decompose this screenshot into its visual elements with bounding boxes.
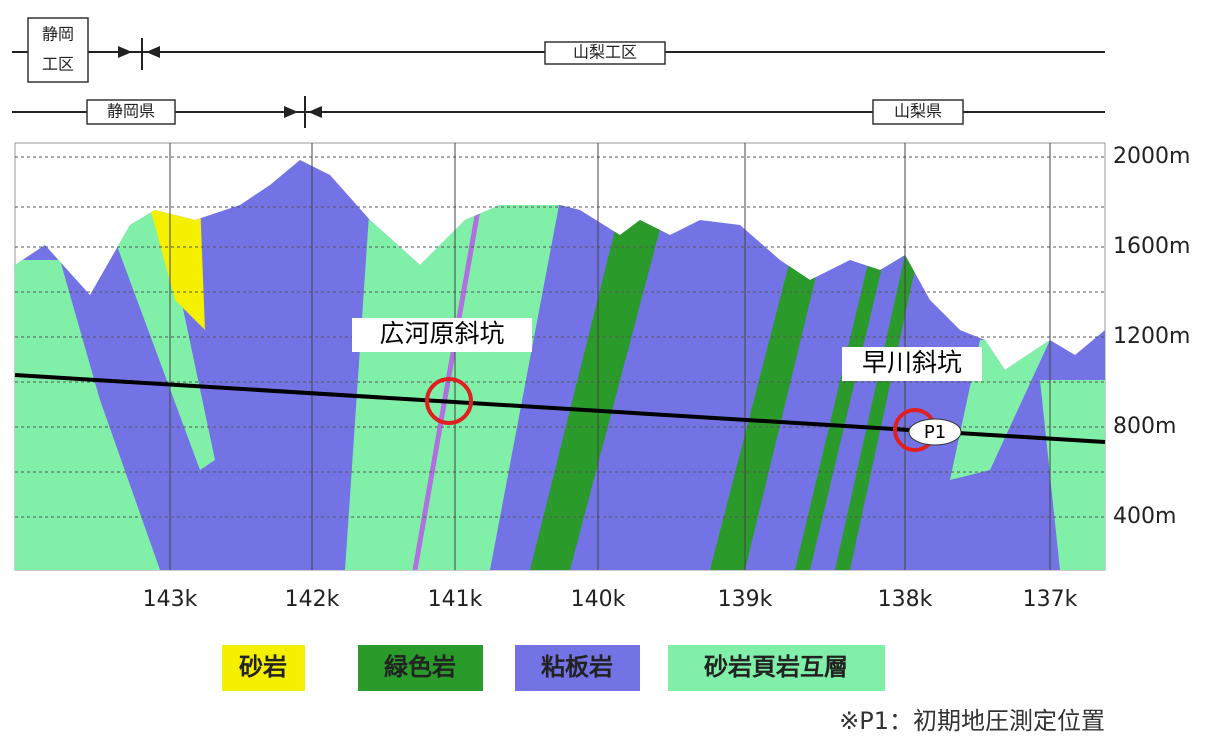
legend-item: 緑色岩 bbox=[384, 653, 456, 681]
pref-label: 山梨県 bbox=[894, 102, 942, 121]
note: ※P1：初期地圧測定位置 bbox=[839, 707, 1105, 735]
point-label: P1 bbox=[924, 422, 946, 443]
legend-item: 砂岩 bbox=[239, 653, 287, 681]
cross-section: P1 広河原斜坑 早川斜坑 bbox=[14, 142, 1106, 571]
legend-item: 粘板岩 bbox=[541, 653, 613, 681]
elevation-tick: 800m bbox=[1113, 414, 1176, 439]
elevation-tick: 2000m bbox=[1113, 144, 1190, 169]
legend-item: 砂岩頁岩互層 bbox=[704, 653, 848, 681]
legend: 砂岩 緑色岩 粘板岩 砂岩頁岩互層 bbox=[222, 645, 885, 691]
pref-label: 静岡県 bbox=[107, 102, 155, 121]
shaft-label: 広河原斜坑 bbox=[379, 319, 504, 348]
distance-tick: 141k bbox=[428, 587, 483, 612]
elevation-tick: 1600m bbox=[1113, 234, 1190, 259]
distance-tick: 143k bbox=[143, 587, 198, 612]
distance-tick: 140k bbox=[571, 587, 626, 612]
section-label: 工区 bbox=[42, 55, 74, 74]
section-label: 静岡 bbox=[42, 25, 74, 44]
distance-axis: 143k 142k 141k 140k 139k 138k 137k bbox=[143, 587, 1078, 612]
distance-tick: 142k bbox=[285, 587, 340, 612]
distance-tick: 139k bbox=[718, 587, 773, 612]
distance-tick: 137k bbox=[1023, 587, 1078, 612]
section-label: 山梨工区 bbox=[573, 43, 637, 62]
distance-tick: 138k bbox=[878, 587, 933, 612]
elevation-axis: 2000m 1600m 1200m 800m 400m bbox=[1113, 144, 1190, 529]
elevation-tick: 1200m bbox=[1113, 324, 1190, 349]
shaft-label: 早川斜坑 bbox=[862, 348, 962, 377]
elevation-tick: 400m bbox=[1113, 504, 1176, 529]
header: 静岡 工区 山梨工区 静岡県 山梨県 bbox=[12, 17, 1105, 128]
